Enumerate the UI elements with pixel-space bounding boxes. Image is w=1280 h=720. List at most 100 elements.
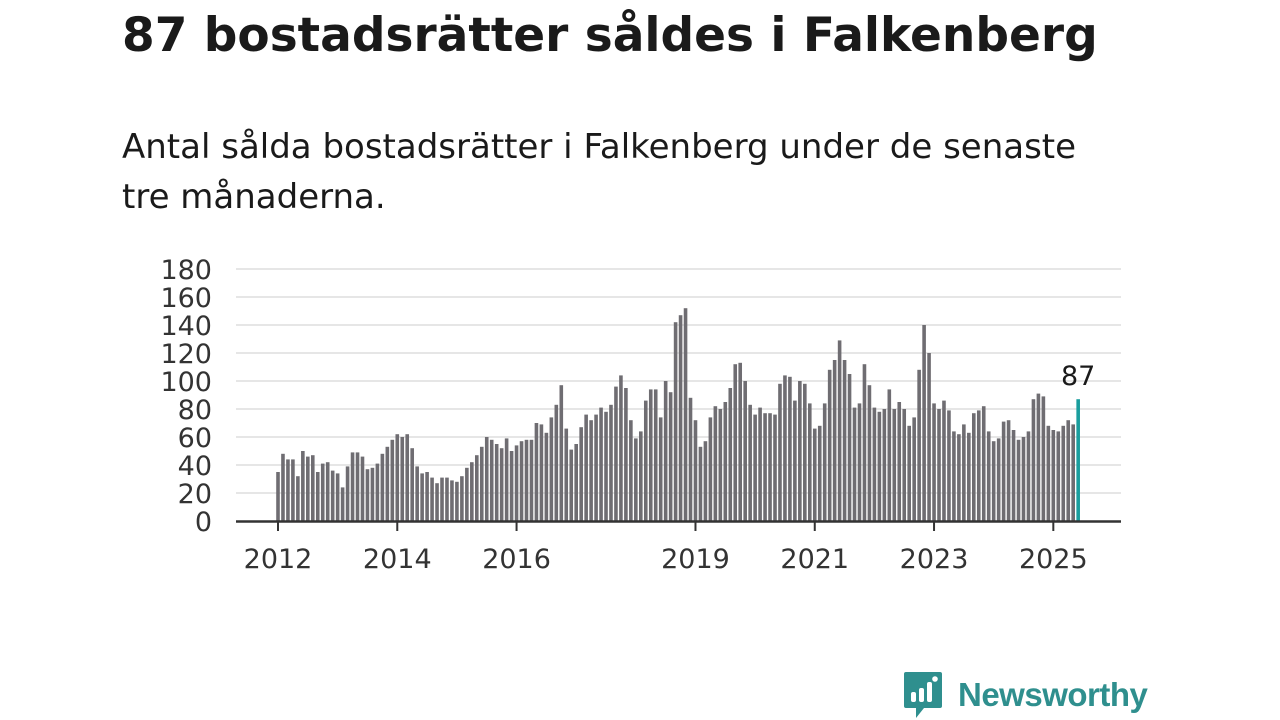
- bar: [882, 409, 887, 521]
- bar: [812, 428, 817, 521]
- bar: [952, 431, 956, 521]
- bar: [986, 431, 991, 521]
- bar: [350, 452, 355, 521]
- bar: [484, 437, 489, 521]
- bar: [763, 413, 767, 521]
- bar: [793, 400, 797, 521]
- bar: [857, 403, 862, 521]
- bar: [604, 411, 608, 521]
- bar: [1071, 424, 1075, 521]
- bar: [1051, 430, 1056, 521]
- chart-title: 87 bostadsrätter såldes i Falkenberg: [122, 8, 1098, 63]
- bar: [733, 364, 738, 521]
- bar: [544, 432, 549, 521]
- bar: [509, 451, 514, 521]
- bar: [748, 404, 752, 521]
- bar: [629, 420, 633, 521]
- bar: [773, 414, 777, 521]
- bar: [1001, 421, 1006, 521]
- bar: [574, 444, 578, 521]
- bar: [907, 425, 911, 521]
- bar: [390, 439, 395, 521]
- bar: [420, 473, 424, 521]
- bar: [1041, 396, 1046, 521]
- bar: [693, 420, 698, 521]
- bar: [494, 444, 499, 521]
- bar: [703, 441, 708, 521]
- bar: [837, 340, 842, 521]
- bar: [296, 476, 300, 521]
- bar: [803, 383, 807, 521]
- bar: [425, 472, 429, 521]
- bar: [972, 413, 976, 521]
- bar: [549, 417, 554, 521]
- y-tick-label: 0: [195, 507, 212, 538]
- bar: [619, 375, 623, 521]
- bar: [410, 448, 414, 521]
- bar: [370, 467, 375, 521]
- bar: [405, 434, 410, 521]
- bar: [440, 477, 444, 521]
- bar: [658, 417, 663, 521]
- bar: [335, 473, 340, 521]
- bar: [310, 455, 315, 521]
- bar: [569, 449, 574, 521]
- bar: [514, 445, 519, 521]
- bar: [1036, 393, 1041, 521]
- bar: [912, 417, 916, 521]
- bar: [564, 428, 569, 521]
- bar: [778, 383, 782, 521]
- bar: [817, 425, 822, 521]
- bar: [723, 402, 728, 521]
- bar: [728, 388, 733, 521]
- x-tick-label: 2012: [244, 544, 313, 575]
- newsworthy-logo-icon: [904, 672, 942, 718]
- bar: [648, 389, 653, 521]
- brand[interactable]: Newsworthy: [902, 670, 1148, 720]
- bar: [380, 453, 385, 521]
- x-tick-label: 2019: [661, 544, 730, 575]
- bar-highlight: [1076, 399, 1080, 521]
- bar: [872, 407, 877, 521]
- brand-name: Newsworthy: [958, 676, 1148, 713]
- bar: [385, 446, 390, 521]
- bar: [917, 369, 921, 521]
- bar: [291, 459, 295, 521]
- highlight-label: 87: [1061, 361, 1095, 392]
- x-tick-label: 2025: [1019, 544, 1088, 575]
- bar: [340, 487, 345, 521]
- bar: [673, 322, 678, 521]
- bar: [614, 386, 618, 521]
- bar: [579, 427, 583, 521]
- bar: [286, 459, 290, 521]
- bar: [594, 414, 598, 521]
- bar: [345, 466, 350, 521]
- bar: [842, 360, 847, 521]
- y-tick-label: 140: [160, 311, 212, 342]
- bar: [922, 325, 926, 521]
- bar: [529, 439, 534, 521]
- bar: [981, 406, 986, 521]
- y-tick-label: 20: [178, 479, 212, 510]
- bar: [663, 381, 668, 521]
- bar: [852, 407, 857, 521]
- bar: [1021, 437, 1026, 521]
- bar: [1066, 420, 1071, 521]
- bar: [355, 452, 360, 521]
- bar: [524, 439, 529, 521]
- y-tick-label: 160: [160, 283, 212, 314]
- bar: [375, 463, 380, 521]
- bar: [301, 451, 305, 521]
- bar: [957, 434, 961, 521]
- bar: [1046, 425, 1051, 521]
- y-tick-label: 100: [160, 367, 212, 398]
- bar: [365, 469, 370, 521]
- x-tick-label: 2014: [363, 544, 432, 575]
- bar: [554, 404, 559, 521]
- bar: [1006, 420, 1011, 521]
- bar: [708, 417, 713, 521]
- bar: [306, 456, 310, 521]
- bar: [788, 376, 792, 521]
- bar: [698, 446, 703, 521]
